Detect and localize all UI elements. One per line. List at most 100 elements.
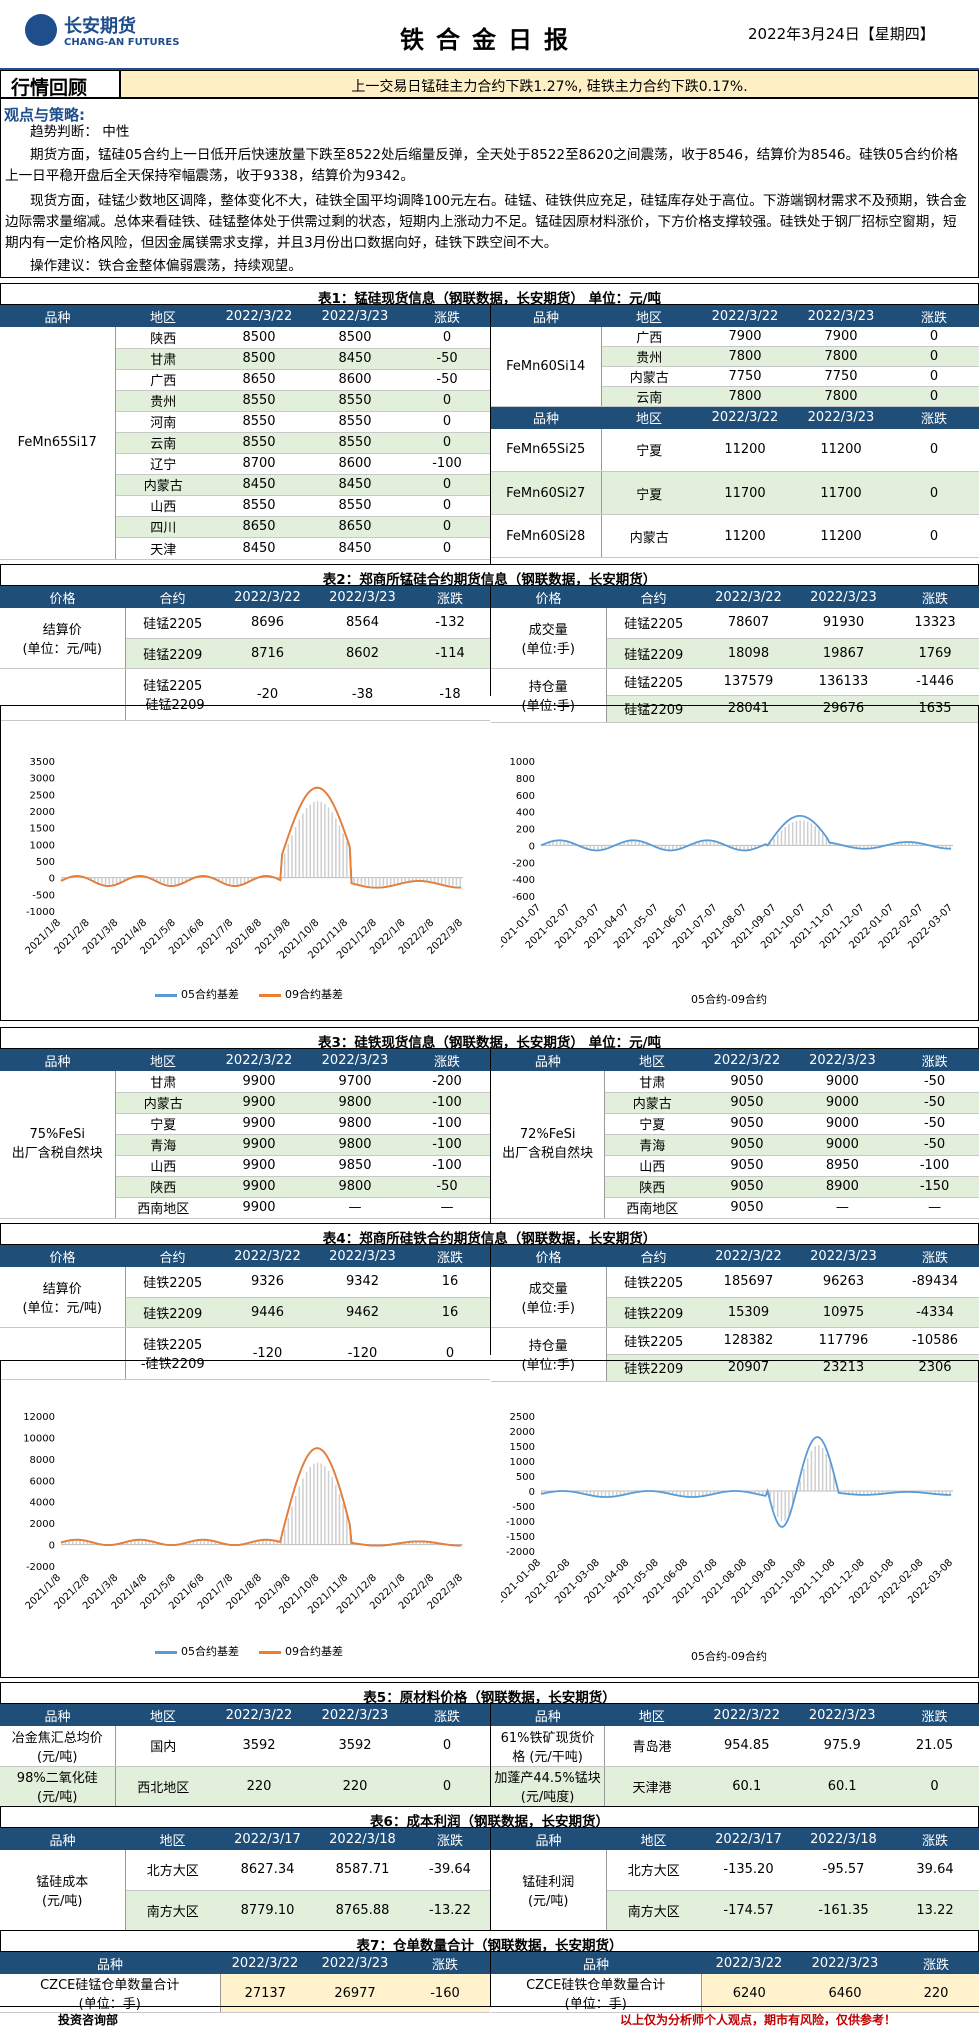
table-cell: 8450 xyxy=(211,474,307,496)
spread-chart-fesi: 25002000150010005000-500-1000-1500-20002… xyxy=(501,1412,955,1606)
table-header-cell: 合约 xyxy=(125,586,220,608)
table-cell: 78607 xyxy=(701,608,796,639)
data-bar xyxy=(430,877,432,882)
basis-chart-mnsi: 3500300025002000150010005000-500-1000202… xyxy=(24,757,466,961)
table-header-cell: 2022/3/23 xyxy=(793,305,889,327)
table-divider xyxy=(490,1828,491,1930)
table-cell: 954.85 xyxy=(699,1726,795,1767)
data-bar xyxy=(938,845,940,848)
table-header-cell: 价格 xyxy=(0,586,125,608)
data-bar xyxy=(316,801,319,878)
data-bar xyxy=(870,1491,873,1495)
table-cell: 0 xyxy=(889,471,979,515)
table-cell: 成交量 (单位:手) xyxy=(491,608,607,669)
data-bar xyxy=(320,801,322,878)
table1-right: 品种 地区 2022/3/22 2022/3/23 涨跌 FeMn60Si14 广西 7900… xyxy=(491,305,979,558)
data-bar xyxy=(541,1491,543,1494)
data-bar xyxy=(938,1491,940,1494)
data-bar xyxy=(104,877,107,885)
table-cell: 8450 xyxy=(307,348,403,370)
table-header-cell: 品种 xyxy=(0,305,115,327)
data-bar xyxy=(422,1541,425,1545)
y-tick-label: 2500 xyxy=(30,790,55,801)
table-cell: 29676 xyxy=(796,695,891,723)
table6-right: 品种 地区 2022/3/17 2022/3/18 涨跌 锰硅利润 (元/吨) 北方大区 -13… xyxy=(491,1828,979,1931)
table-header-cell: 价格 xyxy=(0,1245,125,1267)
data-bar xyxy=(247,877,249,882)
data-bar xyxy=(75,1540,78,1545)
table-cell: FeMn65Si25 xyxy=(491,428,602,472)
table-header-cell: 2022/3/22 xyxy=(701,1952,797,1974)
y-tick-label: 12000 xyxy=(23,1412,55,1423)
data-bar xyxy=(866,845,869,849)
data-bar xyxy=(90,877,92,880)
table-cell: 19867 xyxy=(796,638,891,669)
table6-left: 品种 地区 2022/3/17 2022/3/18 涨跌 锰硅成本 (元/吨) 北方大区 862… xyxy=(0,1828,490,1931)
data-bar xyxy=(298,1486,301,1545)
data-bar xyxy=(360,877,363,885)
table-cell: 9000 xyxy=(794,1071,891,1093)
table-cell: 0 xyxy=(403,516,491,538)
table-header-cell: 地区 xyxy=(601,305,697,327)
series-spread xyxy=(540,814,952,852)
data-bar xyxy=(664,845,667,850)
table-cell: 贵州 xyxy=(601,346,697,367)
table-cell: 8550 xyxy=(307,432,403,454)
table-cell: -100 xyxy=(890,1155,979,1177)
table-header-cell: 品种 xyxy=(0,1828,125,1850)
table-cell: 品种 xyxy=(491,406,601,429)
data-bar xyxy=(870,845,873,848)
table-cell: 0 xyxy=(403,432,491,454)
table-cell: 13.22 xyxy=(891,1890,979,1931)
table-cell: 220 xyxy=(211,1766,307,1807)
y-tick-label: -1000 xyxy=(506,1517,535,1528)
data-bar xyxy=(338,825,341,878)
data-bar xyxy=(433,877,436,883)
table-header-cell: 地区 xyxy=(115,1049,211,1071)
table-cell: 8950 xyxy=(794,1155,891,1177)
table7-caption: 表7：仓单数量合计（钢联数据，长安期货） xyxy=(0,1930,979,1954)
data-bar xyxy=(874,845,876,848)
data-bar xyxy=(134,1540,136,1545)
data-bar xyxy=(627,841,629,846)
data-bar xyxy=(335,1484,337,1545)
data-bar xyxy=(776,834,779,846)
table-cell: -161.35 xyxy=(796,1890,891,1931)
y-tick-label: 2500 xyxy=(510,1412,535,1423)
data-bar xyxy=(232,877,235,885)
data-bar xyxy=(207,1540,209,1545)
table-cell: 山西 xyxy=(115,495,211,517)
table-cell xyxy=(0,668,126,721)
data-bar xyxy=(152,877,154,880)
table-cell: 9050 xyxy=(699,1155,795,1177)
data-bar xyxy=(408,877,410,882)
data-bar xyxy=(945,845,948,849)
table-header-cell: 2022/3/22 xyxy=(697,305,793,327)
data-bar xyxy=(739,845,742,850)
y-tick-label: -500 xyxy=(32,890,55,901)
report-header xyxy=(0,0,979,70)
table-cell: -50 xyxy=(890,1134,979,1156)
data-bar xyxy=(123,1542,125,1545)
data-bar xyxy=(795,820,798,846)
table-cell: 9050 xyxy=(699,1092,795,1114)
table-cell: -120 xyxy=(315,1327,410,1380)
table-cell: 西北地区 xyxy=(115,1766,211,1807)
chart-row-fesi: 12000 10000 8000 6000 4000 2000 0 -2000 2021/1/8… xyxy=(0,1360,979,1678)
data-bar xyxy=(174,877,176,885)
table7-left: 品种 2022/3/22 2022/3/23 涨跌 CZCE硅锰仓单数量合计 (单位：手)… xyxy=(0,1952,490,2013)
data-bar xyxy=(582,845,584,847)
table-cell: 硅铁2209 xyxy=(606,1354,701,1382)
table-cell: — xyxy=(307,1197,403,1219)
table-cell: 内蒙古 xyxy=(601,366,697,387)
table-header-cell: 2022/3/23 xyxy=(307,1049,403,1071)
table1-left: 品种 地区 2022/3/22 2022/3/23 涨跌 FeMn65Si17 陕西 8500… xyxy=(0,305,491,560)
table-cell: 16 xyxy=(410,1297,490,1328)
table-cell: -20 xyxy=(220,668,315,721)
data-bar xyxy=(679,1491,682,1496)
table-cell: 8716 xyxy=(220,638,315,669)
report-date: 2022年3月24日【星期四】 xyxy=(748,25,935,43)
table-cell: 8550 xyxy=(211,495,307,517)
data-bar xyxy=(604,845,607,849)
table-cell: 7800 xyxy=(793,346,889,367)
